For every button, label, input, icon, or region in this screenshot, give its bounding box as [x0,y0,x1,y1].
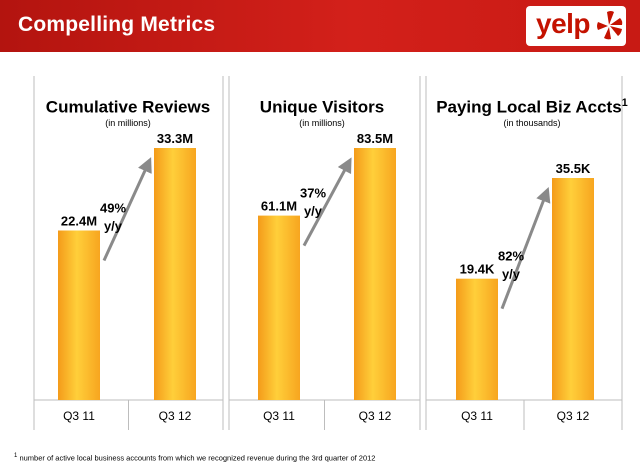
growth-percent-biz-accts: 82% [498,249,524,264]
category-label-reviews-1: Q3 12 [159,409,192,423]
category-label-reviews-0: Q3 11 [63,409,95,423]
bar-biz-accts-1 [552,178,594,400]
growth-arrow-reviews [102,157,152,262]
value-label-biz-accts-1: 35.5K [556,161,591,176]
growth-arrow-biz-accts [500,186,551,310]
burst-icon [597,11,623,40]
value-label-biz-accts-0: 19.4K [460,262,495,277]
chart-subtitle-visitors: (in millions) [299,118,345,128]
value-label-visitors-0: 61.1M [261,199,297,214]
growth-suffix-visitors: y/y [304,204,323,219]
category-label-visitors-1: Q3 12 [359,409,392,423]
value-label-reviews-1: 33.3M [157,131,193,146]
chart-subtitle-biz-accts: (in thousands) [503,118,561,128]
bar-reviews-1 [154,148,196,400]
logo-wordmark: yelp [536,8,591,39]
bar-reviews-0 [58,230,100,400]
category-label-biz-accts-0: Q3 11 [461,409,493,423]
chart-visitors: 61.1M Q3 11 83.5M Q3 12 37% y/y [228,76,421,430]
chart-reviews: 22.4M Q3 11 33.3M Q3 12 49% y/y [33,76,224,430]
chart-biz-accts: 19.4K Q3 11 35.5K Q3 12 82% y/y [425,76,623,430]
category-label-visitors-0: Q3 11 [263,409,295,423]
footnote: 1 number of active local business accoun… [14,453,376,463]
growth-suffix-biz-accts: y/y [502,267,521,282]
chart-title-biz-accts: Paying Local Biz Accts1 [436,97,628,117]
page-title: Compelling Metrics [18,13,216,36]
bar-visitors-1 [354,148,396,400]
value-label-reviews-0: 22.4M [61,213,97,228]
growth-percent-reviews: 49% [100,200,126,215]
bar-visitors-0 [258,215,300,400]
bar-biz-accts-0 [456,278,498,400]
chart-subtitle-reviews: (in millions) [105,118,151,128]
category-label-biz-accts-1: Q3 12 [557,409,590,423]
growth-suffix-reviews: y/y [104,218,123,233]
growth-percent-visitors: 37% [300,186,326,201]
header-banner: Compelling Metrics yelp [0,0,640,52]
value-label-visitors-1: 83.5M [357,131,393,146]
growth-arrow-visitors [302,157,352,247]
chart-title-reviews: Cumulative Reviews [45,97,211,117]
yelp-logo: yelp [526,6,626,46]
chart-title-visitors: Unique Visitors [259,97,385,117]
